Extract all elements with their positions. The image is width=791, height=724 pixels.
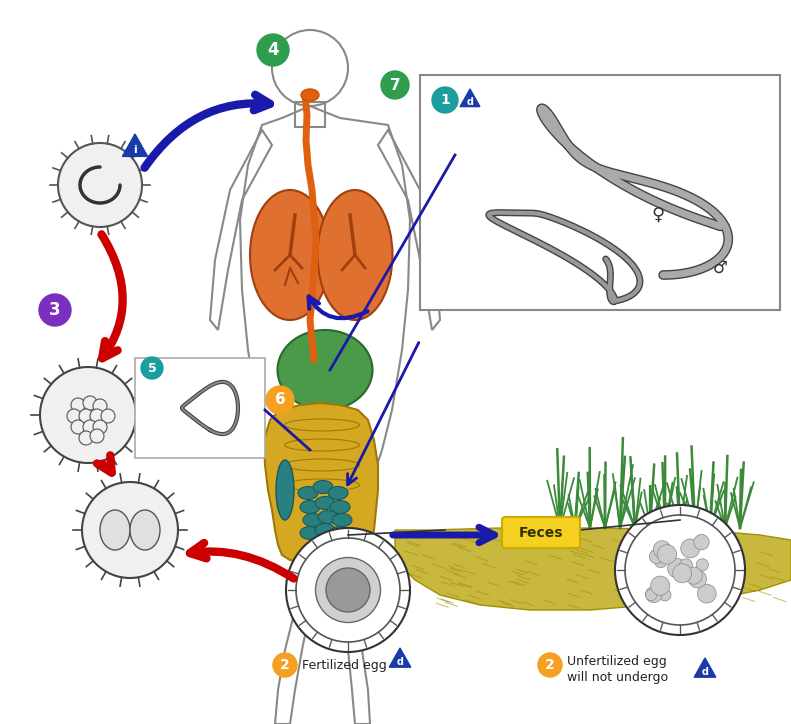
Text: 7: 7 [390, 77, 400, 93]
Circle shape [71, 398, 85, 412]
Ellipse shape [328, 487, 348, 500]
Ellipse shape [276, 460, 294, 520]
Ellipse shape [315, 497, 335, 510]
Circle shape [698, 584, 716, 603]
Ellipse shape [315, 523, 335, 536]
Text: Unfertilized egg: Unfertilized egg [567, 655, 667, 668]
Circle shape [685, 567, 702, 584]
Ellipse shape [100, 510, 130, 550]
Text: i: i [133, 145, 137, 155]
Polygon shape [123, 134, 148, 156]
Ellipse shape [278, 330, 373, 410]
Text: d: d [396, 657, 403, 667]
Circle shape [101, 409, 115, 423]
Ellipse shape [250, 190, 330, 320]
Text: 5: 5 [148, 361, 157, 374]
Circle shape [653, 541, 671, 558]
Text: 2: 2 [280, 658, 290, 672]
Circle shape [679, 559, 693, 572]
Circle shape [326, 568, 370, 612]
Text: Fertilized egg: Fertilized egg [302, 659, 387, 671]
Circle shape [266, 386, 294, 414]
Ellipse shape [625, 515, 735, 625]
Text: ♂: ♂ [713, 259, 728, 277]
Circle shape [657, 544, 676, 564]
Circle shape [273, 653, 297, 677]
Circle shape [257, 34, 289, 66]
Circle shape [90, 409, 104, 423]
Text: Feces: Feces [519, 526, 563, 540]
Text: 4: 4 [267, 41, 278, 59]
Ellipse shape [285, 479, 359, 491]
Ellipse shape [303, 513, 323, 526]
Text: 1: 1 [440, 93, 450, 107]
Circle shape [668, 559, 687, 578]
Circle shape [694, 534, 710, 550]
Circle shape [651, 576, 670, 595]
Circle shape [141, 357, 163, 379]
Circle shape [615, 505, 745, 635]
Circle shape [71, 420, 85, 434]
Text: d: d [467, 97, 474, 107]
Circle shape [79, 431, 93, 445]
Ellipse shape [285, 459, 359, 471]
Text: d: d [702, 667, 709, 677]
Circle shape [672, 564, 691, 583]
Circle shape [83, 396, 97, 410]
Bar [295, 102, 325, 127]
Text: will not undergo: will not undergo [567, 671, 668, 684]
Circle shape [657, 544, 674, 561]
Ellipse shape [330, 526, 350, 539]
Ellipse shape [82, 482, 178, 578]
Ellipse shape [300, 500, 320, 513]
Polygon shape [264, 403, 378, 562]
Circle shape [645, 586, 662, 602]
Ellipse shape [330, 500, 350, 513]
Circle shape [689, 571, 706, 588]
Ellipse shape [317, 190, 392, 320]
Circle shape [93, 420, 107, 434]
Ellipse shape [285, 439, 359, 451]
Ellipse shape [40, 367, 136, 463]
Circle shape [93, 399, 107, 413]
Circle shape [79, 409, 93, 423]
Ellipse shape [300, 526, 320, 539]
Text: 6: 6 [274, 392, 286, 408]
Polygon shape [460, 89, 480, 106]
Ellipse shape [313, 481, 333, 494]
Circle shape [286, 528, 410, 652]
Text: ♀: ♀ [652, 206, 664, 224]
Circle shape [659, 589, 671, 601]
Ellipse shape [58, 143, 142, 227]
Ellipse shape [301, 89, 319, 101]
Circle shape [655, 555, 667, 568]
Polygon shape [395, 528, 791, 610]
Circle shape [696, 559, 709, 571]
Bar [135, 358, 265, 458]
Polygon shape [389, 648, 411, 668]
Ellipse shape [285, 419, 359, 431]
Circle shape [432, 87, 458, 113]
Circle shape [538, 653, 562, 677]
Ellipse shape [130, 510, 160, 550]
FancyBboxPatch shape [502, 517, 580, 548]
Ellipse shape [298, 487, 318, 500]
Circle shape [645, 589, 657, 601]
Bar [420, 75, 780, 310]
Ellipse shape [332, 513, 352, 526]
Ellipse shape [318, 510, 338, 523]
Circle shape [681, 539, 700, 558]
Text: 3: 3 [49, 301, 61, 319]
Circle shape [83, 420, 97, 434]
Circle shape [90, 429, 104, 443]
Text: 2: 2 [545, 658, 554, 672]
Circle shape [649, 550, 664, 563]
Circle shape [381, 71, 409, 99]
Ellipse shape [316, 557, 380, 623]
Circle shape [67, 409, 81, 423]
Ellipse shape [296, 538, 400, 642]
Polygon shape [694, 658, 716, 677]
Circle shape [39, 294, 71, 326]
